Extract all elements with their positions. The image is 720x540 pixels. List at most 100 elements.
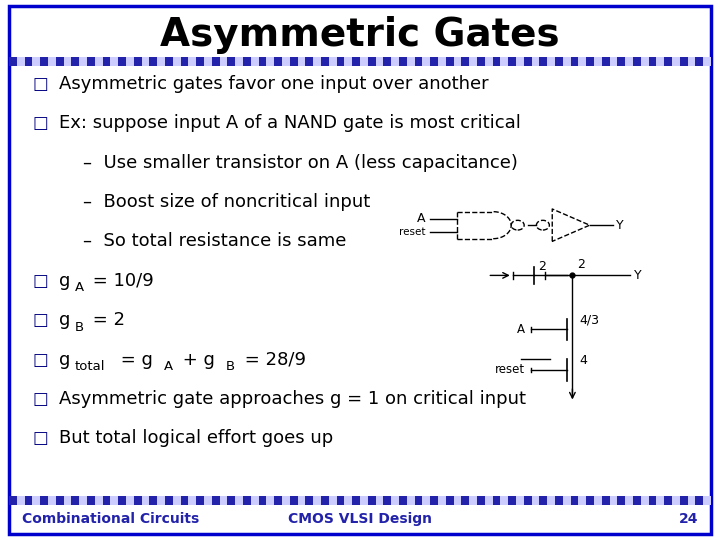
Text: A: A — [74, 281, 84, 294]
Text: □: □ — [32, 311, 48, 329]
Bar — [438, 57, 446, 66]
Bar — [321, 57, 329, 66]
Text: 4/3: 4/3 — [580, 314, 600, 327]
Bar — [610, 496, 618, 505]
Text: 24: 24 — [679, 512, 698, 526]
Bar — [79, 496, 87, 505]
Bar — [446, 57, 454, 66]
Bar — [531, 57, 539, 66]
Bar — [204, 496, 212, 505]
Bar — [235, 496, 243, 505]
Bar — [87, 57, 95, 66]
Bar — [165, 57, 173, 66]
Bar — [500, 57, 508, 66]
Bar — [391, 57, 399, 66]
Bar — [181, 496, 189, 505]
Bar — [485, 57, 492, 66]
Bar — [17, 496, 24, 505]
Text: reset: reset — [495, 363, 525, 376]
Bar — [228, 57, 235, 66]
Bar — [157, 496, 165, 505]
Bar — [368, 496, 376, 505]
Bar — [9, 496, 17, 505]
Bar — [368, 57, 376, 66]
Bar — [40, 496, 48, 505]
Bar — [665, 496, 672, 505]
Bar — [547, 57, 555, 66]
Text: CMOS VLSI Design: CMOS VLSI Design — [288, 512, 432, 526]
Bar — [204, 57, 212, 66]
Bar — [602, 496, 610, 505]
Bar — [56, 496, 63, 505]
Text: B: B — [226, 360, 235, 373]
Bar — [235, 57, 243, 66]
Bar — [79, 57, 87, 66]
Bar — [657, 496, 665, 505]
Bar — [399, 496, 407, 505]
Bar — [430, 496, 438, 505]
Bar — [118, 57, 126, 66]
Bar — [376, 57, 383, 66]
Bar — [703, 496, 711, 505]
Bar — [360, 496, 368, 505]
Bar — [578, 496, 586, 505]
Bar — [641, 57, 649, 66]
Bar — [24, 496, 32, 505]
Bar — [594, 57, 602, 66]
Bar — [657, 57, 665, 66]
Bar — [469, 57, 477, 66]
Bar — [251, 57, 258, 66]
Bar — [274, 57, 282, 66]
Bar — [110, 57, 118, 66]
Bar — [633, 496, 641, 505]
Bar — [492, 496, 500, 505]
Bar — [243, 57, 251, 66]
Bar — [477, 496, 485, 505]
Text: Y: Y — [634, 269, 642, 282]
Text: –  So total resistance is same: – So total resistance is same — [83, 232, 346, 251]
Bar — [680, 57, 688, 66]
Bar — [305, 496, 313, 505]
Bar — [672, 57, 680, 66]
Bar — [134, 496, 142, 505]
Text: + g: + g — [176, 350, 215, 369]
Bar — [649, 57, 657, 66]
Bar — [289, 57, 297, 66]
Bar — [516, 496, 524, 505]
Bar — [555, 496, 563, 505]
Bar — [485, 496, 492, 505]
Bar — [87, 496, 95, 505]
Text: □: □ — [32, 429, 48, 448]
Bar — [313, 496, 321, 505]
Bar — [531, 496, 539, 505]
Bar — [126, 57, 134, 66]
Bar — [563, 496, 571, 505]
Bar — [454, 57, 462, 66]
Bar — [142, 57, 150, 66]
Bar — [649, 496, 657, 505]
Bar — [165, 496, 173, 505]
Bar — [625, 496, 633, 505]
Bar — [618, 57, 625, 66]
Text: A: A — [164, 360, 174, 373]
Bar — [212, 496, 220, 505]
Bar — [329, 496, 336, 505]
Bar — [352, 496, 360, 505]
Bar — [383, 496, 391, 505]
Bar — [415, 496, 423, 505]
Bar — [63, 496, 71, 505]
Bar — [329, 57, 336, 66]
Bar — [344, 496, 352, 505]
Text: = g: = g — [114, 350, 153, 369]
Bar — [266, 57, 274, 66]
Bar — [189, 57, 196, 66]
Bar — [524, 57, 531, 66]
Text: g: g — [59, 311, 71, 329]
Bar — [407, 57, 415, 66]
Bar — [32, 496, 40, 505]
Bar — [586, 57, 594, 66]
Bar — [516, 57, 524, 66]
Bar — [243, 496, 251, 505]
Text: Asymmetric Gates: Asymmetric Gates — [160, 16, 560, 54]
Bar — [547, 496, 555, 505]
